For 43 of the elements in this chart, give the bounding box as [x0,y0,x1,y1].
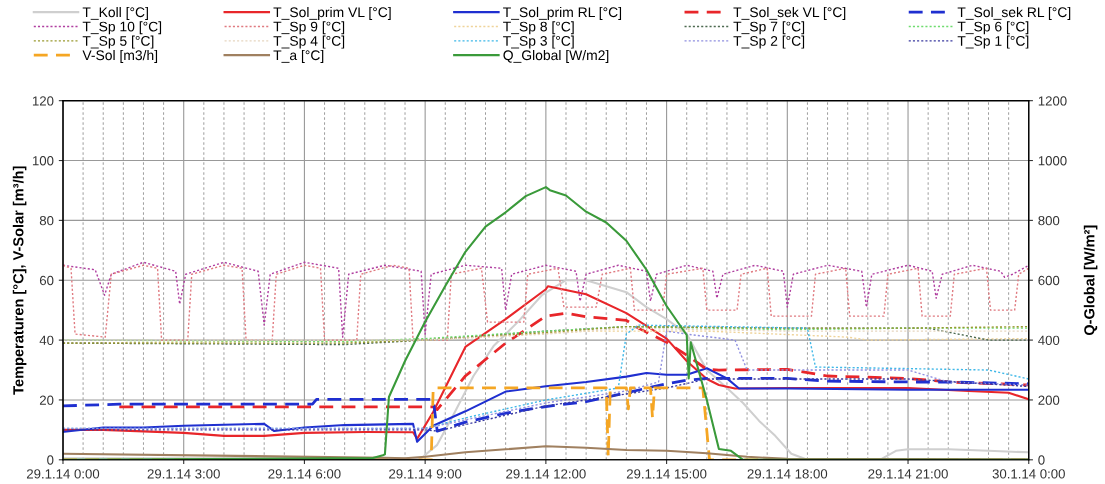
y2-tick-label: 800 [1038,215,1060,226]
y2-tick-label: 1000 [1038,156,1067,166]
x-tick-label: 29.1.14 21:00 [868,469,948,479]
x-tick-label: 29.1.14 6:00 [268,469,341,479]
legend-label: Q_Global [W/m2] [503,49,609,63]
legend-label: T_a [°C] [273,49,324,63]
y-axis-title: Temperaturen [°C], V-Solar [m³/h] [12,166,27,395]
y2-tick-label: 200 [1038,395,1060,405]
y-tick-label: 60 [39,275,54,286]
y2-tick-label: 600 [1038,275,1060,286]
y2-tick-label: 0 [1038,455,1045,465]
x-tick-label: 29.1.14 9:00 [389,469,462,479]
legend-label: T_Sp 5 [°C] [82,35,154,49]
x-tick-label: 29.1.14 3:00 [147,469,220,479]
legend-label: T_Sp 8 [°C] [503,21,574,35]
legend-label: T_Sp 1 [°C] [957,35,1029,49]
x-tick-label: 29.1.14 0:00 [26,469,100,479]
x-tick-label: 29.1.14 15:00 [626,469,707,479]
legend-label: T_Sol_prim RL [°C] [503,6,622,20]
legend-label: T_Sp 10 [°C] [82,21,162,35]
legend-label: T_Sp 6 [°C] [957,21,1029,35]
y-tick-label: 40 [39,335,54,345]
y-tick-label: 80 [39,215,54,226]
legend-label: T_Sp 4 [°C] [273,35,345,49]
legend-label: T_Sp 3 [°C] [503,35,574,49]
y-tick-label: 100 [32,156,54,166]
legend-label: T_Sp 2 [°C] [733,35,805,49]
y-tick-label: 20 [39,395,54,405]
legend-label: T_Sol_prim VL [°C] [273,6,391,20]
x-tick-label: 29.1.14 12:00 [506,469,586,479]
legend-label: T_Sol_sek RL [°C] [957,6,1071,20]
x-tick-label: 29.1.14 18:00 [747,469,828,479]
x-tick-label: 30.1.14 0:00 [992,469,1065,479]
legend-label: T_Sol_sek VL [°C] [733,6,846,20]
y-tick-label: 0 [47,455,54,465]
y2-tick-label: 1200 [1038,96,1067,106]
legend-label: T_Koll [°C] [82,6,148,20]
y2-tick-label: 400 [1038,335,1060,345]
legend-label: T_Sp 7 [°C] [733,21,805,35]
y2-axis-title: Q-Global [W/m²] [1083,225,1098,336]
y-tick-label: 120 [32,96,54,106]
legend-label: V-Sol [m3/h] [82,49,158,63]
legend-label: T_Sp 9 [°C] [273,21,345,35]
